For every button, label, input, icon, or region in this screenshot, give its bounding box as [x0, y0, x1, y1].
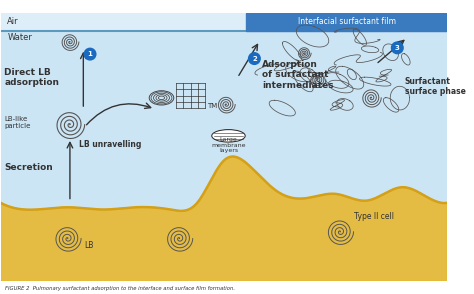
Bar	[0, 13, 447, 31]
Text: Direct LB
adsorption: Direct LB adsorption	[4, 68, 59, 88]
Text: LB unravelling: LB unravelling	[79, 140, 141, 149]
Bar	[246, 13, 447, 31]
Text: Adsorption
of surfactant
intermediates: Adsorption of surfactant intermediates	[262, 60, 334, 90]
Circle shape	[84, 48, 96, 60]
Text: Interfacial surfactant film: Interfacial surfactant film	[298, 17, 396, 26]
Text: LB-like
particle: LB-like particle	[4, 116, 31, 129]
Text: 1: 1	[88, 51, 92, 57]
Text: Water: Water	[8, 33, 32, 42]
Text: Surfactant
surface phase: Surfactant surface phase	[405, 77, 466, 96]
Circle shape	[248, 53, 260, 64]
Text: 2: 2	[252, 56, 257, 61]
Polygon shape	[0, 156, 447, 281]
Text: LB: LB	[85, 241, 94, 250]
Text: TM: TM	[207, 103, 217, 109]
Text: Secretion: Secretion	[4, 163, 53, 172]
Text: Type II cell: Type II cell	[354, 212, 393, 221]
Text: Air: Air	[8, 16, 19, 26]
Text: 3: 3	[395, 45, 400, 51]
Text: FIGURE 2  Pulmonary surfactant adsorption to the interface and surface film form: FIGURE 2 Pulmonary surfactant adsorption…	[5, 286, 235, 291]
Text: Large
membrane
layers: Large membrane layers	[211, 137, 246, 153]
Ellipse shape	[212, 130, 245, 142]
Circle shape	[392, 42, 403, 54]
